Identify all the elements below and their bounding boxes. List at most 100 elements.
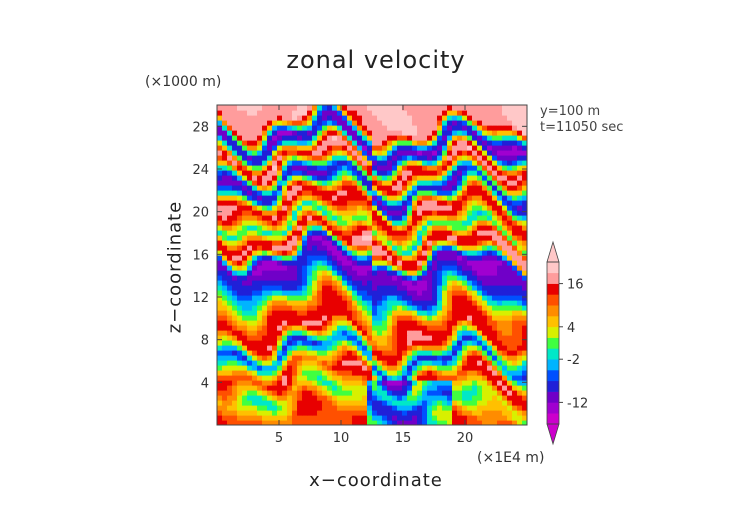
heatmap-cell (327, 185, 333, 191)
heatmap-cell (217, 165, 223, 171)
heatmap-cell (507, 380, 513, 386)
heatmap-cell (352, 180, 358, 186)
colorbar-segment (547, 326, 559, 338)
heatmap-cell (242, 180, 248, 186)
heatmap-cell (422, 295, 428, 301)
heatmap-cell (267, 125, 273, 131)
heatmap-cell (282, 315, 288, 321)
heatmap-cell (332, 135, 338, 141)
heatmap-cell (252, 240, 258, 246)
heatmap-cell (422, 405, 428, 411)
heatmap-cell (272, 325, 278, 331)
heatmap-cell (217, 185, 223, 191)
heatmap-cell (377, 235, 383, 241)
heatmap-cell (482, 290, 488, 296)
heatmap-cell (387, 105, 393, 111)
heatmap-cell (432, 370, 438, 376)
heatmap-cell (327, 285, 333, 291)
heatmap-cell (222, 140, 228, 146)
heatmap-cell (462, 210, 468, 216)
heatmap-cell (457, 135, 463, 141)
heatmap-cell (332, 240, 338, 246)
heatmap-cell (512, 200, 518, 206)
heatmap-cell (357, 325, 363, 331)
heatmap-cell (347, 180, 353, 186)
heatmap-cell (287, 280, 293, 286)
heatmap-cell (267, 400, 273, 406)
heatmap-cell (332, 150, 338, 156)
heatmap-cell (337, 275, 343, 281)
heatmap-cell (362, 395, 368, 401)
heatmap-cell (427, 235, 433, 241)
heatmap-cell (307, 305, 313, 311)
heatmap-cell (407, 390, 413, 396)
heatmap-cell (247, 280, 253, 286)
heatmap-cell (227, 325, 233, 331)
heatmap-cell (407, 295, 413, 301)
heatmap-cell (302, 405, 308, 411)
heatmap-cell (367, 410, 373, 416)
heatmap-cell (442, 125, 448, 131)
heatmap-cell (257, 150, 263, 156)
heatmap-cell (387, 185, 393, 191)
heatmap-cell (447, 305, 453, 311)
heatmap-cell (462, 155, 468, 161)
heatmap-cell (237, 345, 243, 351)
heatmap-cell (247, 220, 253, 226)
heatmap-cell (307, 375, 313, 381)
heatmap-cell (492, 260, 498, 266)
heatmap-cell (392, 405, 398, 411)
heatmap-cell (332, 280, 338, 286)
heatmap-cell (512, 315, 518, 321)
heatmap-cell (297, 405, 303, 411)
heatmap-cell (252, 205, 258, 211)
heatmap-cell (307, 245, 313, 251)
heatmap-cell (257, 230, 263, 236)
heatmap-cell (437, 390, 443, 396)
heatmap-cell (522, 110, 527, 116)
heatmap-cell (287, 420, 293, 425)
heatmap-cell (272, 330, 278, 336)
heatmap-cell (452, 310, 458, 316)
heatmap-cell (482, 140, 488, 146)
heatmap-cell (437, 415, 443, 421)
heatmap-cell (442, 415, 448, 421)
heatmap-cell (417, 120, 423, 126)
heatmap-cell (247, 310, 253, 316)
heatmap-cell (362, 175, 368, 181)
heatmap-cell (332, 260, 338, 266)
x-axis: 5 10 15 20 (275, 105, 473, 446)
heatmap-cell (222, 180, 228, 186)
heatmap-cell (417, 200, 423, 206)
heatmap-cell (397, 370, 403, 376)
heatmap-cell (247, 380, 253, 386)
heatmap-cell (402, 250, 408, 256)
heatmap-cell (267, 205, 273, 211)
heatmap-cell (447, 285, 453, 291)
heatmap-cell (397, 190, 403, 196)
heatmap-cell (512, 240, 518, 246)
heatmap-cell (502, 405, 508, 411)
heatmap-cell (422, 250, 428, 256)
heatmap-cell (522, 130, 527, 136)
heatmap-cell (497, 240, 503, 246)
heatmap-cell (252, 165, 258, 171)
heatmap-cell (232, 415, 238, 421)
heatmap-cell (452, 255, 458, 261)
heatmap-cell (497, 385, 503, 391)
heatmap-cell (517, 165, 523, 171)
heatmap-cell (377, 185, 383, 191)
heatmap-cell (452, 320, 458, 326)
heatmap-cell (467, 405, 473, 411)
heatmap-cell (492, 235, 498, 241)
heatmap-cell (302, 135, 308, 141)
heatmap-cell (307, 115, 313, 121)
heatmap-cell (452, 390, 458, 396)
heatmap-cell (227, 125, 233, 131)
heatmap-cell (502, 395, 508, 401)
heatmap-cell (427, 410, 433, 416)
heatmap-cell (477, 110, 483, 116)
heatmap-cell (492, 175, 498, 181)
heatmap-cell (492, 245, 498, 251)
heatmap-cell (327, 340, 333, 346)
